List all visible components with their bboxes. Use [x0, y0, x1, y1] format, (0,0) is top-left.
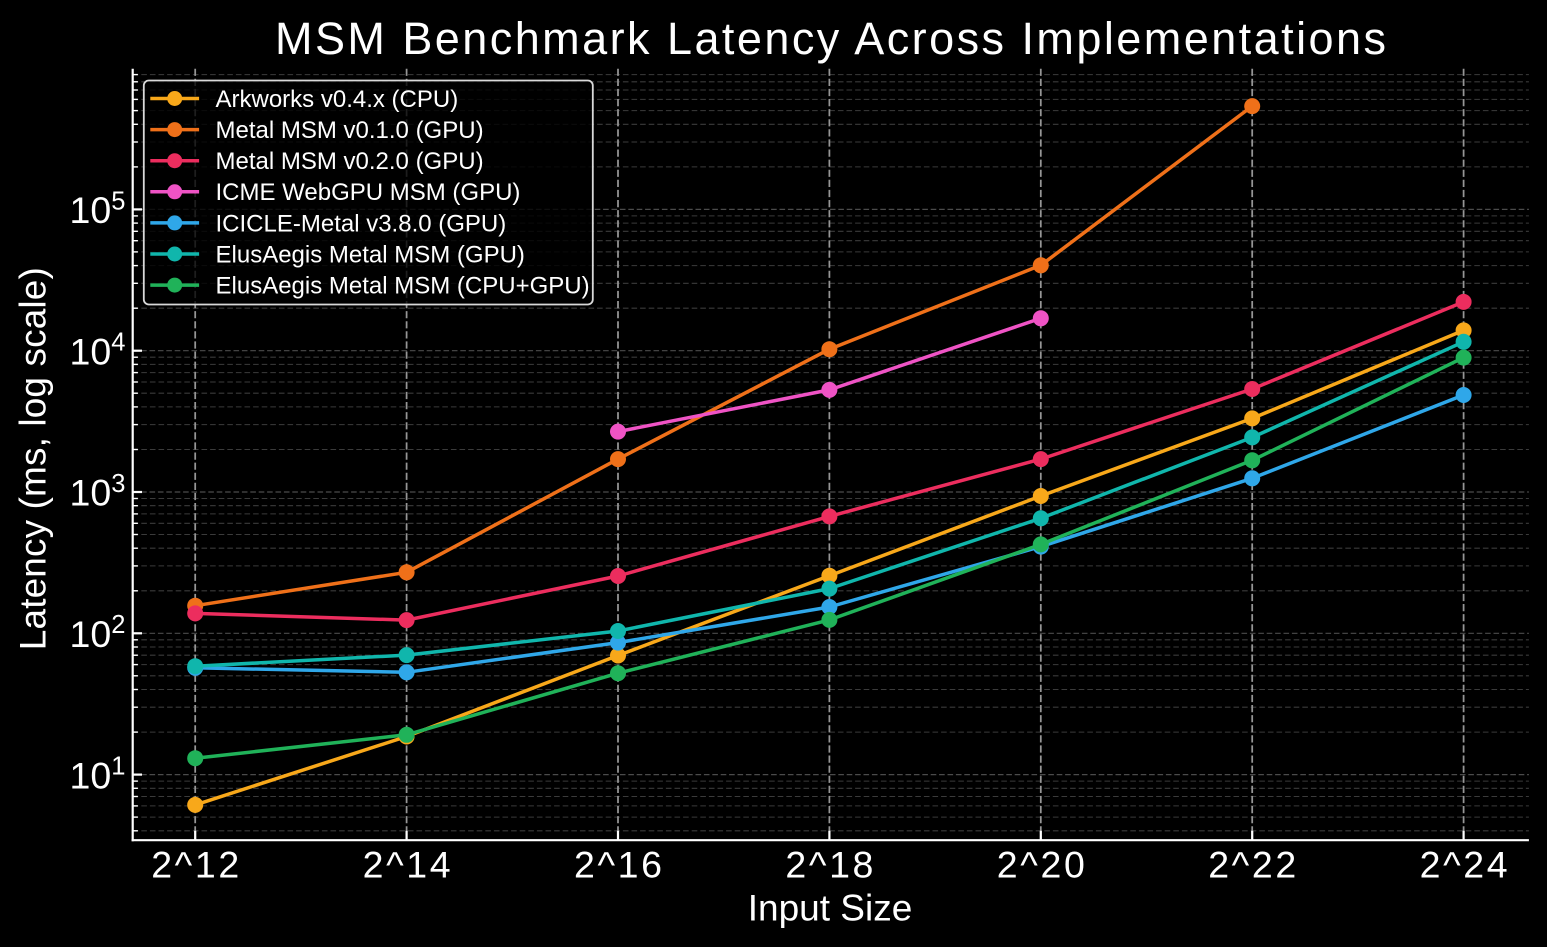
- svg-text:ICME WebGPU MSM (GPU): ICME WebGPU MSM (GPU): [216, 179, 521, 206]
- svg-text:2^18: 2^18: [785, 844, 873, 886]
- svg-text:2^12: 2^12: [151, 844, 239, 886]
- svg-text:ElusAegis Metal MSM (CPU+GPU): ElusAegis Metal MSM (CPU+GPU): [216, 273, 590, 300]
- svg-text:Metal MSM v0.1.0 (GPU): Metal MSM v0.1.0 (GPU): [216, 117, 484, 144]
- svg-text:Metal MSM v0.2.0 (GPU): Metal MSM v0.2.0 (GPU): [216, 148, 484, 175]
- svg-text:ICICLE-Metal v3.8.0 (GPU): ICICLE-Metal v3.8.0 (GPU): [216, 210, 507, 237]
- svg-text:2^16: 2^16: [574, 844, 662, 886]
- svg-text:2^22: 2^22: [1208, 844, 1296, 886]
- svg-text:Input Size: Input Size: [748, 888, 913, 929]
- svg-text:2^14: 2^14: [363, 844, 451, 886]
- svg-text:ElusAegis Metal MSM (GPU): ElusAegis Metal MSM (GPU): [216, 241, 525, 268]
- svg-text:2^24: 2^24: [1420, 844, 1508, 886]
- svg-text:Latency (ms, log scale): Latency (ms, log scale): [13, 267, 54, 650]
- svg-text:2^20: 2^20: [997, 844, 1085, 886]
- svg-text:Arkworks v0.4.x (CPU): Arkworks v0.4.x (CPU): [216, 86, 459, 113]
- svg-text:MSM Benchmark Latency Across I: MSM Benchmark Latency Across Implementat…: [275, 13, 1386, 64]
